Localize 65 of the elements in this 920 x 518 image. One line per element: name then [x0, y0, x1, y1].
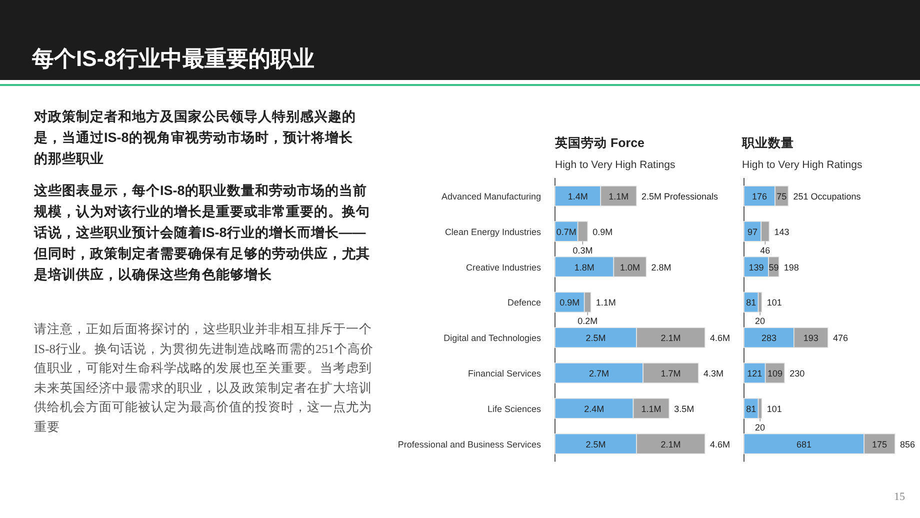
total-label: 3.5M — [674, 404, 694, 414]
data-label: 1.4M — [568, 192, 588, 202]
y-tick-label: Professional and Business Services — [398, 439, 542, 450]
data-label: 109 — [767, 368, 782, 378]
data-label: 2.1M — [660, 439, 681, 450]
total-label: 198 — [784, 262, 799, 272]
data-label: 175 — [872, 439, 888, 450]
data-label: 121 — [747, 368, 762, 378]
total-label: 4.6M — [710, 333, 730, 344]
total-label: 4.6M — [710, 439, 730, 450]
total-label: 143 — [774, 226, 790, 237]
total-label: 1.1M — [596, 298, 616, 308]
y-tick-label: Clean Energy Industries — [444, 226, 542, 237]
total-label: 856 — [900, 439, 916, 450]
y-tick-label: Life Sciences — [487, 404, 542, 414]
data-label: 0.3M — [572, 245, 593, 256]
y-tick-label: Advanced Manufacturing — [441, 192, 541, 202]
total-label: 476 — [832, 333, 848, 344]
data-label: 1.1M — [641, 404, 662, 414]
data-label: 46 — [760, 245, 770, 256]
chart-title: 职业数量 — [741, 136, 794, 150]
data-label: 81 — [746, 298, 756, 308]
y-tick-label: Defence — [507, 298, 541, 308]
data-label: 20 — [755, 422, 766, 432]
data-label: 0.7M — [556, 226, 576, 237]
y-tick-label: Creative Industries — [466, 262, 542, 272]
data-label: 2.1M — [660, 333, 681, 344]
y-tick-label: Financial Services — [468, 368, 542, 378]
data-label: 0.9M — [560, 298, 580, 308]
data-label: 139 — [748, 262, 764, 272]
data-label: 2.7M — [589, 368, 610, 378]
chart-subtitle: High to Very High Ratings — [742, 159, 862, 171]
text: 对政策制定者和地方及国家公民领导人特别感兴趣的是，当通过IS-8的视角审视劳动市场时，预计将增长的那些职业 — [34, 108, 357, 168]
y-tick-label: Digital and Technologies — [444, 333, 542, 344]
data-label: 1.7M — [660, 368, 681, 378]
total-label: 101 — [766, 298, 782, 308]
text: 15 — [894, 491, 906, 503]
data-label: 20 — [755, 316, 766, 326]
text: 请注意，正如后面将探讨的，这些职业并非相互排斥于一个IS-8行业。换句话说，为贯彻先进制造战略而需的251个高价值职业，可能对生命科学战略的发展也至关重要。当考虑到未来英国经济中最需求的职业，以及政策制定者在扩大培训供给机会方面可能被认定为最高价值的投资时，这一点尤为重要 — [34, 321, 374, 436]
data-label: 193 — [803, 333, 818, 344]
total-label: 0.9M — [592, 226, 613, 237]
data-label: 0.2M — [578, 316, 598, 326]
data-label: 176 — [752, 192, 768, 202]
text: 每个IS-8行业中最重要的职业 — [31, 46, 314, 71]
total-label: 2.5M Professionals — [642, 192, 719, 202]
data-label: 2.4M — [584, 404, 604, 414]
data-label: 97 — [748, 226, 758, 237]
data-label: 75 — [776, 192, 787, 202]
data-label: 59 — [768, 262, 779, 272]
data-label: 81 — [746, 404, 756, 414]
total-label: 4.3M — [703, 368, 724, 378]
total-label: 230 — [790, 368, 805, 378]
data-label: 2.5M — [586, 439, 606, 450]
chart-subtitle: High to Very High Ratings — [555, 159, 676, 171]
data-label: 1.0M — [620, 262, 640, 272]
data-label: 283 — [761, 333, 776, 344]
text: 这些图表显示，每个IS-8的职业数量和劳动市场的当前规模，认为对该行业的增长是重要或非常重要的。换句话说，这些职业预计会随着IS-8行业的增长而增长——但同时，政策制定者需要确保有足够的劳动供应，尤其是培训供应，以确保这些角色能够增长 — [34, 182, 371, 284]
data-label: 1.8M — [574, 262, 594, 272]
data-label: 681 — [796, 439, 812, 450]
chart-title: 英国劳动 Force — [554, 136, 645, 150]
data-label: 1.1M — [608, 192, 629, 202]
total-label: 251 Occupations — [793, 192, 862, 202]
total-label: 2.8M — [651, 262, 672, 272]
data-label: 2.5M — [586, 333, 606, 344]
total-label: 101 — [766, 404, 782, 414]
